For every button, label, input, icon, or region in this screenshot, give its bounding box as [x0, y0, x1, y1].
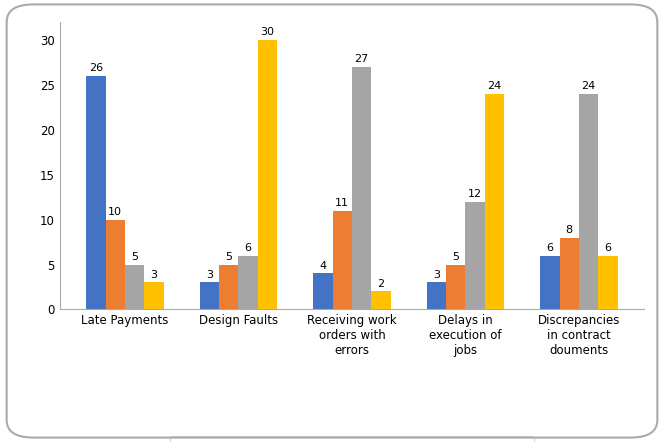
Bar — [200, 282, 219, 309]
Text: 8: 8 — [566, 225, 573, 235]
Bar — [219, 264, 238, 309]
Bar — [560, 237, 579, 309]
Text: 27: 27 — [355, 54, 369, 64]
Bar — [86, 76, 106, 309]
Bar — [579, 94, 598, 309]
Bar — [427, 282, 446, 309]
Text: 5: 5 — [131, 252, 138, 262]
Bar — [540, 255, 560, 309]
Bar — [371, 291, 390, 309]
Bar — [465, 202, 485, 309]
Bar — [333, 211, 352, 309]
Text: 11: 11 — [335, 198, 349, 208]
Bar — [313, 274, 333, 309]
Text: 6: 6 — [604, 243, 612, 253]
Text: 3: 3 — [150, 270, 157, 280]
Bar — [352, 67, 371, 309]
Text: 6: 6 — [546, 243, 554, 253]
Legend: Never, Occasionally, Frequently, Constantly: Never, Occasionally, Frequently, Constan… — [170, 436, 534, 442]
Bar — [106, 220, 125, 309]
Text: 26: 26 — [89, 63, 103, 73]
Text: 3: 3 — [433, 270, 440, 280]
Bar — [258, 40, 277, 309]
Text: 10: 10 — [108, 207, 122, 217]
Text: 30: 30 — [260, 27, 274, 38]
Bar — [238, 255, 258, 309]
Bar — [446, 264, 465, 309]
Text: 5: 5 — [452, 252, 459, 262]
Text: 4: 4 — [319, 261, 327, 271]
Bar — [485, 94, 504, 309]
Bar — [598, 255, 618, 309]
Bar — [125, 264, 144, 309]
Text: 3: 3 — [206, 270, 213, 280]
Text: 12: 12 — [468, 189, 482, 199]
Text: 24: 24 — [582, 81, 596, 91]
Text: 5: 5 — [225, 252, 232, 262]
Text: 2: 2 — [377, 279, 384, 289]
Text: 6: 6 — [244, 243, 252, 253]
Bar — [144, 282, 163, 309]
Text: 24: 24 — [487, 81, 501, 91]
